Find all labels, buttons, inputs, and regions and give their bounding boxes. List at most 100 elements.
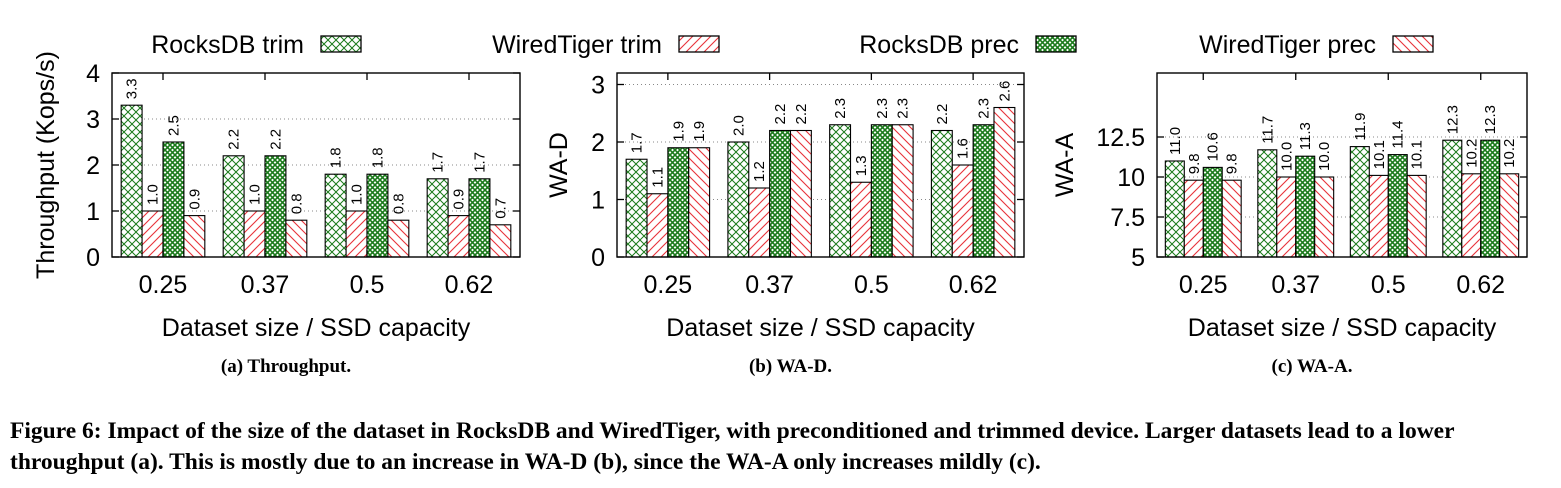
x-tick-label: 0.25 [1179, 271, 1228, 299]
y-tick-label: 5 [1131, 244, 1145, 272]
bar-rocksdb-prec [667, 147, 690, 258]
data-label: 1.7 [471, 152, 488, 173]
subcaption: (a) Throughput. [221, 356, 351, 377]
legend-swatch-wiredtiger-prec [1392, 35, 1434, 53]
bar-rocksdb-prec [1480, 139, 1501, 258]
legend-swatch-wiredtiger-trim [678, 35, 720, 53]
bar-wiredtiger-prec [688, 147, 711, 258]
y-tick-label: 3 [591, 72, 605, 100]
y-tick-label: 4 [86, 60, 100, 88]
bar-wiredtiger-prec [183, 215, 206, 258]
data-label: 2.2 [772, 104, 789, 125]
y-tick-label: 1 [86, 198, 100, 226]
data-label: 1.8 [328, 147, 345, 168]
x-axis-label: Dataset size / SSD capacity [1188, 314, 1497, 342]
data-label: 1.0 [247, 184, 264, 205]
bar-rocksdb-trim [930, 129, 953, 258]
data-label: 1.0 [145, 184, 162, 205]
y-axis-label: WA-A [1051, 133, 1079, 198]
x-tick-label: 0.5 [1371, 271, 1406, 299]
y-tick-label: 7.5 [1110, 204, 1145, 232]
legend-label: RocksDB prec [859, 31, 1019, 59]
data-label: 1.6 [955, 138, 972, 159]
x-tick-label: 0.62 [445, 271, 494, 299]
bar-rocksdb-prec [1202, 166, 1223, 258]
bar-rocksdb-trim [625, 158, 648, 258]
bar-wiredtiger-trim [1368, 174, 1389, 258]
data-label: 0.8 [390, 193, 407, 214]
data-label: 11.7 [1259, 116, 1276, 144]
plot-frame [111, 72, 521, 258]
y-axis-label: WA-D [545, 132, 573, 198]
data-label: 2.5 [165, 115, 182, 136]
data-label: 1.1 [649, 167, 666, 188]
bar-rocksdb-prec [162, 141, 185, 258]
bar-wiredtiger-trim [1276, 176, 1297, 258]
bar-wiredtiger-prec [1221, 179, 1242, 258]
data-label: 0.8 [288, 193, 305, 214]
data-label: 1.7 [430, 152, 447, 173]
x-tick-label: 0.62 [949, 271, 998, 299]
bar-rocksdb-trim [426, 178, 449, 258]
bar-wiredtiger-trim [447, 215, 470, 258]
x-tick-label: 0.25 [644, 271, 693, 299]
y-axis-label: Throughput (Kops/s) [32, 51, 60, 279]
data-label: 0.7 [492, 198, 509, 219]
data-label: 11.4 [1390, 121, 1407, 149]
bar-rocksdb-trim [1442, 139, 1463, 258]
data-label: 10.2 [1463, 139, 1480, 168]
bar-rocksdb-prec [366, 173, 389, 258]
legend: RocksDB trim WiredTiger trim RocksDB pre… [151, 31, 1434, 59]
x-tick-label: 0.37 [241, 271, 290, 299]
subcaption: (c) WA-A. [1272, 356, 1353, 377]
data-label: 1.9 [691, 121, 708, 142]
bar-wiredtiger-trim [849, 181, 872, 258]
figure-caption: Figure 6: Impact of the size of the data… [10, 418, 1455, 475]
data-label: 9.8 [1224, 153, 1241, 174]
data-label: 11.9 [1352, 113, 1369, 141]
data-label: 10.0 [1316, 142, 1333, 171]
bar-rocksdb-prec [468, 178, 491, 258]
legend-label: WiredTiger trim [492, 31, 662, 59]
bar-wiredtiger-prec [1406, 174, 1427, 258]
x-axis-label: Dataset size / SSD capacity [666, 314, 975, 342]
data-label: 1.0 [349, 184, 366, 205]
data-label: 1.8 [369, 147, 386, 168]
x-axis-label: Dataset size / SSD capacity [162, 314, 471, 342]
bar-rocksdb-trim [120, 104, 143, 258]
data-label: 0.9 [451, 189, 468, 210]
data-label: 2.0 [730, 115, 747, 136]
data-label: 12.3 [1444, 105, 1461, 134]
data-label: 2.2 [226, 129, 243, 150]
subcaption: (b) WA-D. [749, 356, 832, 377]
x-tick-label: 0.37 [1271, 271, 1320, 299]
x-tick-label: 0.5 [350, 271, 385, 299]
bar-wiredtiger-trim [748, 187, 771, 258]
legend-label: RocksDB trim [151, 31, 304, 59]
x-tick-label: 0.25 [139, 271, 188, 299]
bar-wiredtiger-prec [891, 124, 914, 258]
data-label: 2.3 [874, 98, 891, 119]
y-tick-label: 1 [591, 187, 605, 215]
data-label: 2.2 [934, 104, 951, 125]
x-tick-label: 0.37 [745, 271, 794, 299]
data-label: 11.0 [1167, 127, 1184, 155]
y-tick-label: 12.5 [1096, 124, 1145, 152]
data-label: 2.3 [895, 98, 912, 119]
data-label: 2.6 [996, 81, 1013, 102]
bar-wiredtiger-trim [345, 210, 368, 258]
data-label: 10.1 [1409, 140, 1426, 169]
bar-rocksdb-prec [1295, 155, 1316, 258]
bar-rocksdb-trim [1164, 160, 1185, 258]
legend-label: WiredTiger prec [1199, 31, 1376, 59]
data-label: 1.2 [751, 161, 768, 182]
bar-rocksdb-prec [1387, 154, 1408, 258]
bar-wiredtiger-trim [646, 193, 669, 258]
data-label: 1.3 [853, 155, 870, 176]
bar-rocksdb-prec [870, 124, 893, 258]
charts: 0 1 2 3 4 3.3 1.0 2.5 0.9 0.25 2.2 1.0 2.2 0.8 0.37 1.8… [32, 51, 1528, 377]
bar-rocksdb-trim [1349, 146, 1370, 258]
